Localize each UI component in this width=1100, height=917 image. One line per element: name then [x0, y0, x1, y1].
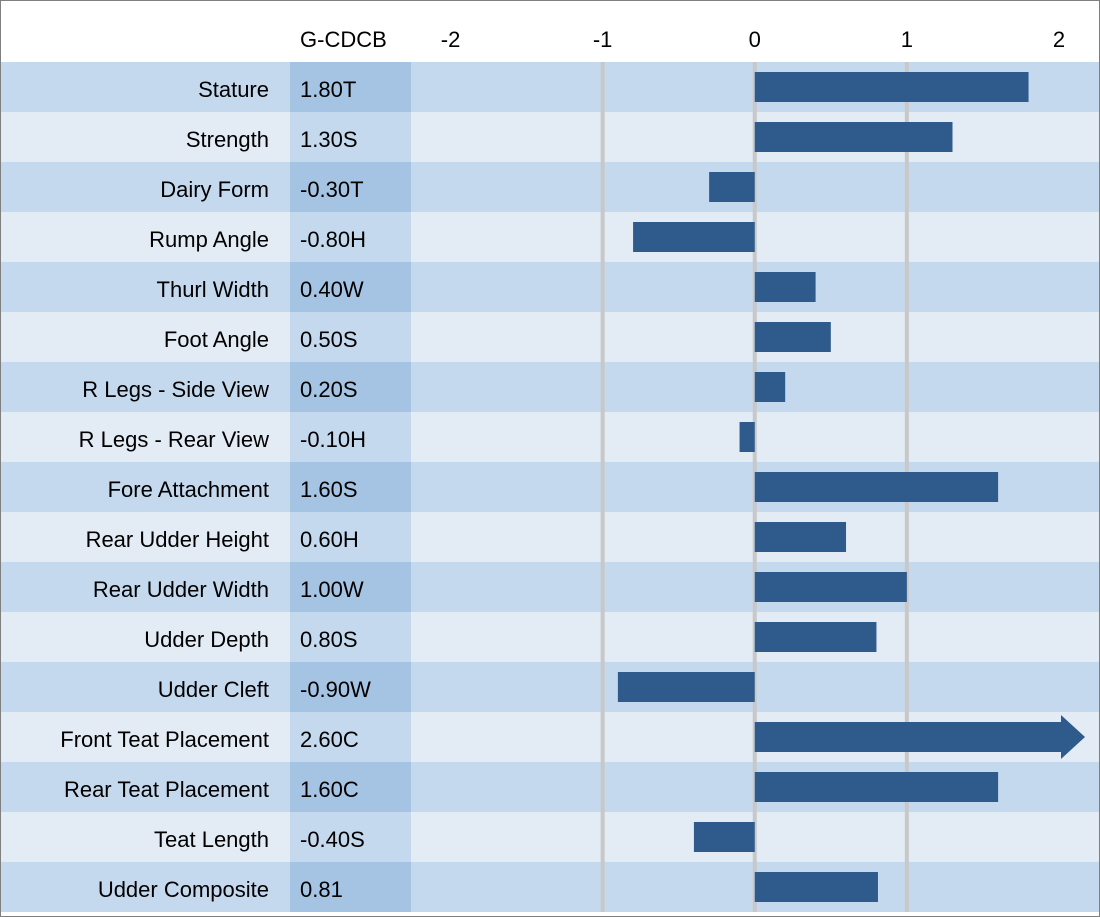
category-label: Udder Cleft	[158, 677, 269, 702]
value-cell	[290, 162, 411, 212]
value-cell	[290, 362, 411, 412]
x-tick-label: 0	[749, 27, 761, 52]
category-label: Teat Length	[154, 827, 269, 852]
category-label: Udder Composite	[98, 877, 269, 902]
value-label: 0.81	[300, 877, 343, 902]
category-label: Strength	[186, 127, 269, 152]
bar	[754, 572, 907, 602]
category-label: Thurl Width	[157, 277, 269, 302]
row-band	[1, 412, 1099, 462]
value-cell	[290, 612, 411, 662]
bar	[754, 522, 847, 552]
marks	[617, 72, 1085, 902]
bar	[709, 172, 755, 202]
bar	[754, 372, 786, 402]
category-label: Front Teat Placement	[60, 727, 269, 752]
bar	[754, 772, 999, 802]
value-cell	[290, 712, 411, 762]
category-label: Rear Udder Width	[93, 577, 269, 602]
value-label: 0.80S	[300, 627, 358, 652]
value-cell	[290, 412, 411, 462]
value-cell	[290, 212, 411, 262]
row-band	[1, 662, 1099, 712]
bar	[693, 822, 755, 852]
row-band	[1, 262, 1099, 312]
x-tick-label: 2	[1053, 27, 1065, 52]
row-band	[1, 562, 1099, 612]
value-label: 1.80T	[300, 77, 356, 102]
row-band	[1, 362, 1099, 412]
bar	[754, 872, 878, 902]
row-band	[1, 512, 1099, 562]
value-label: 0.20S	[300, 377, 358, 402]
row-band	[1, 612, 1099, 662]
bar	[739, 422, 755, 452]
value-label: 0.60H	[300, 527, 359, 552]
value-label: 1.00W	[300, 577, 364, 602]
value-label: -0.90W	[300, 677, 371, 702]
row-band	[1, 212, 1099, 262]
x-tick-label: -1	[593, 27, 613, 52]
bar	[633, 222, 755, 252]
value-label: 2.60C	[300, 727, 359, 752]
value-label: 1.60S	[300, 477, 358, 502]
x-tick-label: -2	[441, 27, 461, 52]
value-cell	[290, 312, 411, 362]
value-label: -0.40S	[300, 827, 365, 852]
bar-overflow	[754, 715, 1085, 759]
value-cell	[290, 662, 411, 712]
value-cell	[290, 112, 411, 162]
bar	[754, 272, 816, 302]
category-label: Rear Teat Placement	[64, 777, 269, 802]
category-label: R Legs - Rear View	[79, 427, 269, 452]
value-label: 0.50S	[300, 327, 358, 352]
value-label: -0.30T	[300, 177, 364, 202]
category-label: Rump Angle	[149, 227, 269, 252]
value-cell	[290, 762, 411, 812]
row-band	[1, 862, 1099, 912]
row-band	[1, 312, 1099, 362]
category-label: Rear Udder Height	[86, 527, 269, 552]
bar	[754, 72, 1029, 102]
category-label: R Legs - Side View	[82, 377, 269, 402]
value-label: 0.40W	[300, 277, 364, 302]
value-cell	[290, 512, 411, 562]
category-label: Udder Depth	[144, 627, 269, 652]
value-cell	[290, 462, 411, 512]
category-label: Foot Angle	[164, 327, 269, 352]
x-tick-label: 1	[901, 27, 913, 52]
value-cell	[290, 862, 411, 912]
value-cell	[290, 62, 411, 112]
value-label: 1.30S	[300, 127, 358, 152]
category-label: Stature	[198, 77, 269, 102]
bar	[617, 672, 755, 702]
bar	[754, 122, 953, 152]
category-label: Dairy Form	[160, 177, 269, 202]
bar	[754, 322, 831, 352]
value-header: G-CDCB	[300, 27, 387, 52]
row-band	[1, 162, 1099, 212]
value-label: -0.80H	[300, 227, 366, 252]
bar	[754, 472, 999, 502]
value-cell	[290, 562, 411, 612]
value-cell	[290, 262, 411, 312]
category-label: Fore Attachment	[108, 477, 269, 502]
bar	[754, 622, 877, 652]
value-label: -0.10H	[300, 427, 366, 452]
value-label: 1.60C	[300, 777, 359, 802]
row-band	[1, 812, 1099, 862]
value-cell	[290, 812, 411, 862]
